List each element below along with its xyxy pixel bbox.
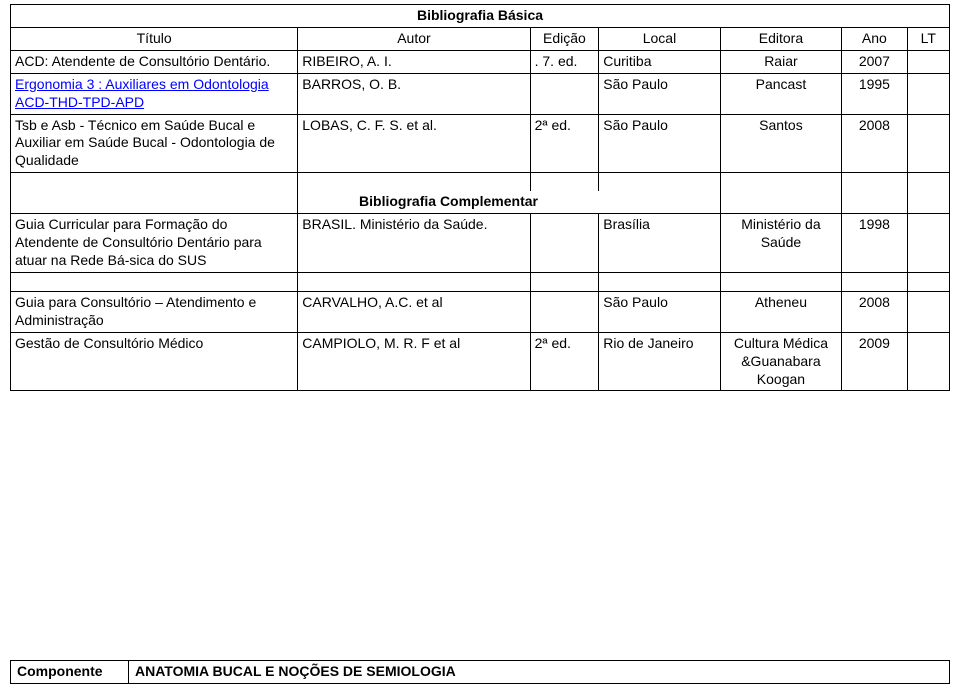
cell-local: São Paulo — [599, 291, 720, 332]
cell-editora: Raiar — [720, 50, 841, 73]
cell-editora: Santos — [720, 114, 841, 173]
header-lt: LT — [907, 27, 949, 50]
cell-local: Brasília — [599, 214, 720, 273]
cell-autor: LOBAS, C. F. S. et al. — [298, 114, 530, 173]
cell-local: São Paulo — [599, 114, 720, 173]
footer-row: Componente ANATOMIA BUCAL E NOÇÕES DE SE… — [11, 661, 950, 684]
cell-edicao: . 7. ed. — [530, 50, 599, 73]
footer-table: Componente ANATOMIA BUCAL E NOÇÕES DE SE… — [10, 660, 950, 684]
cell-lt — [907, 291, 949, 332]
header-titulo: Título — [11, 27, 298, 50]
cell-autor: BRASIL. Ministério da Saúde. — [298, 214, 530, 273]
cell-edicao: 2ª ed. — [530, 114, 599, 173]
cell-autor: CAMPIOLO, M. R. F et al — [298, 332, 530, 391]
cell-autor: CARVALHO, A.C. et al — [298, 291, 530, 332]
cell-titulo: Guia para Consultório – Atendimento e Ad… — [11, 291, 298, 332]
title-link[interactable]: Ergonomia 3 : Auxiliares em Odontologia … — [15, 76, 269, 110]
cell-editora: Cultura Médica &Guanabara Koogan — [720, 332, 841, 391]
header-editora: Editora — [720, 27, 841, 50]
cell-ano: 2008 — [842, 114, 907, 173]
cell-local: Rio de Janeiro — [599, 332, 720, 391]
section-complementar-title-row: Bibliografia Complementar — [11, 191, 950, 213]
cell-local: Curitiba — [599, 50, 720, 73]
section-basica-title: Bibliografia Básica — [11, 5, 950, 28]
header-ano: Ano — [842, 27, 907, 50]
header-local: Local — [599, 27, 720, 50]
cell-ano: 1998 — [842, 214, 907, 273]
cell-ano: 2007 — [842, 50, 907, 73]
cell-autor: RIBEIRO, A. I. — [298, 50, 530, 73]
cell-titulo: ACD: Atendente de Consultório Dentário. — [11, 50, 298, 73]
footer-value: ANATOMIA BUCAL E NOÇÕES DE SEMIOLOGIA — [129, 661, 950, 684]
table-row: Tsb e Asb - Técnico em Saúde Bucal e Aux… — [11, 114, 950, 173]
table-row: Gestão de Consultório Médico CAMPIOLO, M… — [11, 332, 950, 391]
cell-titulo: Tsb e Asb - Técnico em Saúde Bucal e Aux… — [11, 114, 298, 173]
footer-label: Componente — [11, 661, 129, 684]
cell-titulo: Guia Curricular para Formação do Atenden… — [11, 214, 298, 273]
table-row: ACD: Atendente de Consultório Dentário. … — [11, 50, 950, 73]
header-edicao: Edição — [530, 27, 599, 50]
cell-local: São Paulo — [599, 73, 720, 114]
cell-lt — [907, 332, 949, 391]
spacer-row — [11, 173, 950, 192]
cell-ano: 1995 — [842, 73, 907, 114]
cell-edicao — [530, 73, 599, 114]
cell-titulo: Gestão de Consultório Médico — [11, 332, 298, 391]
cell-edicao — [530, 291, 599, 332]
cell-lt — [907, 73, 949, 114]
cell-titulo: Ergonomia 3 : Auxiliares em Odontologia … — [11, 73, 298, 114]
bibliography-table: Bibliografia Básica Título Autor Edição … — [10, 4, 950, 391]
header-autor: Autor — [298, 27, 530, 50]
page-root: Bibliografia Básica Título Autor Edição … — [0, 0, 960, 692]
header-row: Título Autor Edição Local Editora Ano LT — [11, 27, 950, 50]
cell-lt — [907, 214, 949, 273]
cell-ano: 2008 — [842, 291, 907, 332]
table-row: Guia Curricular para Formação do Atenden… — [11, 214, 950, 273]
cell-autor: BARROS, O. B. — [298, 73, 530, 114]
section-complementar-title: Bibliografia Complementar — [298, 191, 599, 213]
cell-lt — [907, 114, 949, 173]
table-row: Guia para Consultório – Atendimento e Ad… — [11, 291, 950, 332]
cell-lt — [907, 50, 949, 73]
cell-edicao: 2ª ed. — [530, 332, 599, 391]
section-basica-title-row: Bibliografia Básica — [11, 5, 950, 28]
table-row: Ergonomia 3 : Auxiliares em Odontologia … — [11, 73, 950, 114]
spacer-row — [11, 272, 950, 291]
cell-ano: 2009 — [842, 332, 907, 391]
cell-editora: Atheneu — [720, 291, 841, 332]
cell-edicao — [530, 214, 599, 273]
cell-editora: Ministério da Saúde — [720, 214, 841, 273]
cell-editora: Pancast — [720, 73, 841, 114]
